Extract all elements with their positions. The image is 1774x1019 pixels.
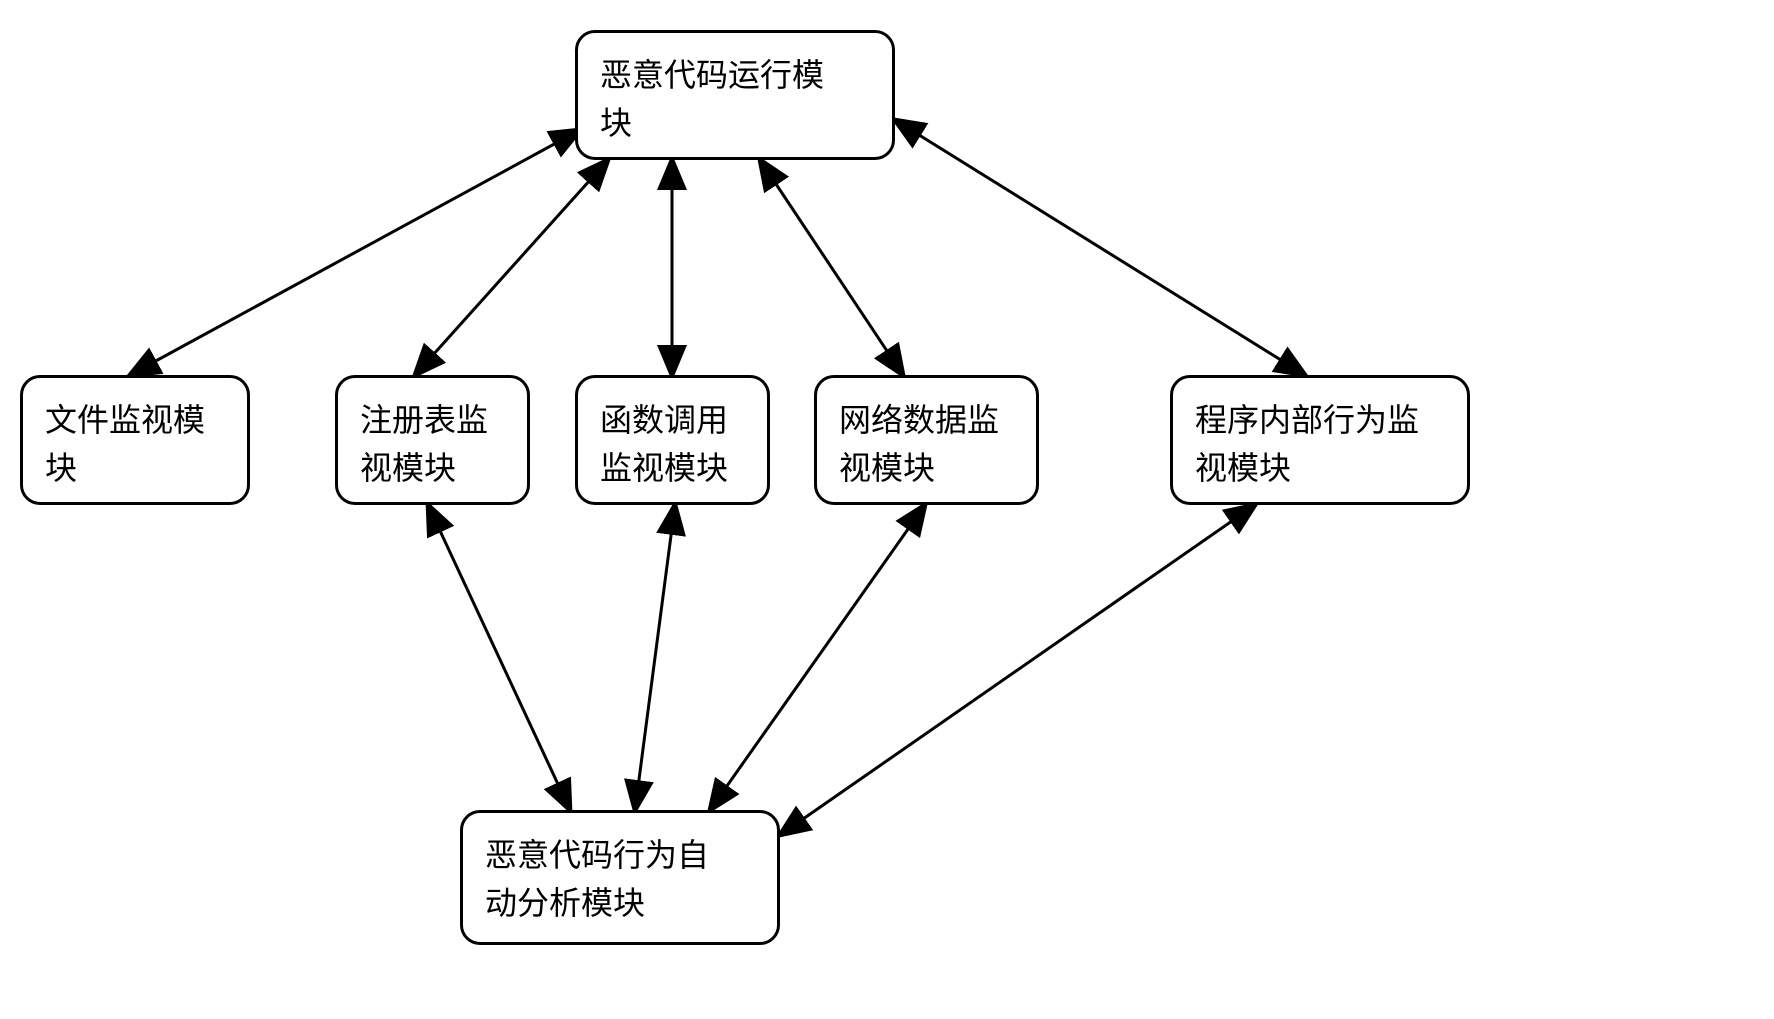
- edge-top-n1: [130, 130, 580, 375]
- edge-n3-bottom: [635, 505, 675, 810]
- edge-top-n2: [415, 160, 608, 375]
- node-function-call-monitor: 函数调用 监视模块: [575, 375, 770, 505]
- node-label-line1: 恶意代码运行模: [600, 51, 870, 99]
- node-label-line2: 动分析模块: [485, 879, 755, 927]
- node-network-data-monitor: 网络数据监 视模块: [814, 375, 1039, 505]
- node-label-line2: 视模块: [1195, 444, 1445, 492]
- node-file-monitor: 文件监视模 块: [20, 375, 250, 505]
- node-label-line2: 视模块: [839, 444, 1014, 492]
- edge-top-n4: [760, 160, 903, 375]
- node-label-line2: 视模块: [360, 444, 505, 492]
- node-malicious-code-behavior-auto-analysis: 恶意代码行为自 动分析模块: [460, 810, 780, 945]
- node-label-line1: 程序内部行为监: [1195, 396, 1445, 444]
- node-label-line2: 块: [45, 444, 225, 492]
- node-label-line1: 注册表监: [360, 396, 505, 444]
- node-program-internal-behavior-monitor: 程序内部行为监 视模块: [1170, 375, 1470, 505]
- node-label-line1: 网络数据监: [839, 396, 1014, 444]
- node-label-line1: 恶意代码行为自: [485, 831, 755, 879]
- node-label-line2: 块: [600, 99, 870, 147]
- edge-top-n5: [895, 120, 1305, 375]
- edge-n4-bottom: [710, 505, 925, 810]
- edge-n2-bottom: [428, 505, 570, 810]
- node-malicious-code-runtime: 恶意代码运行模 块: [575, 30, 895, 160]
- node-label-line1: 文件监视模: [45, 396, 225, 444]
- node-label-line2: 监视模块: [600, 444, 745, 492]
- edge-n5-bottom: [780, 505, 1255, 835]
- node-label-line1: 函数调用: [600, 396, 745, 444]
- diagram-container: 恶意代码运行模 块 文件监视模 块 注册表监 视模块 函数调用 监视模块 网络数…: [0, 0, 1774, 1019]
- node-registry-monitor: 注册表监 视模块: [335, 375, 530, 505]
